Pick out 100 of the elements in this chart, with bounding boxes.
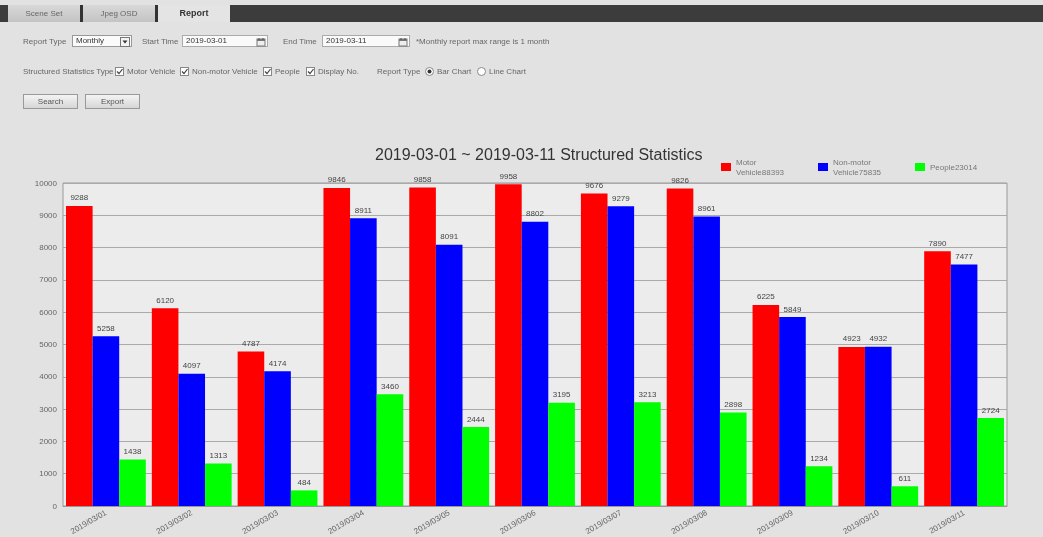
- y-tick-label: 4000: [39, 372, 58, 382]
- data-label: 611: [898, 473, 912, 483]
- data-label: 4097: [182, 361, 202, 371]
- text: Bar Chart: [437, 66, 472, 77]
- data-label: 9279: [611, 193, 631, 203]
- data-label: 1234: [810, 453, 829, 463]
- data-label: 7890: [928, 238, 947, 248]
- data-label: 6120: [156, 295, 175, 305]
- bar: [409, 187, 436, 507]
- bar: [779, 317, 806, 507]
- data-label: 484: [297, 477, 312, 487]
- bar: [350, 218, 377, 507]
- data-label: 8091: [440, 232, 459, 242]
- data-label: 5258: [97, 323, 116, 333]
- y-tick-label: 10000: [34, 178, 58, 188]
- y-tick-label: 1000: [39, 469, 58, 479]
- date-field: 2019-03-01: [182, 35, 268, 47]
- data-label: 8802: [526, 209, 545, 219]
- bar: [323, 187, 351, 507]
- bar: [495, 184, 522, 507]
- data-label: 2898: [724, 399, 743, 409]
- bar: [435, 244, 463, 507]
- data-label: 3195: [552, 390, 572, 400]
- bar: [693, 216, 720, 507]
- bar: [634, 402, 661, 507]
- bar: [376, 394, 404, 507]
- bar: [462, 427, 490, 507]
- text: Structured Statistics Type: [23, 66, 114, 77]
- data-label: 9826: [671, 176, 690, 186]
- y-tick-label: 8000: [39, 243, 58, 253]
- bar: [838, 347, 865, 507]
- bar: [719, 412, 747, 507]
- data-label: 9846: [327, 175, 347, 185]
- tab: Scene Set: [8, 5, 80, 22]
- legend-label: Non-motor Vehicle75835: [833, 157, 882, 177]
- bar: [548, 402, 575, 507]
- data-label: 4174: [268, 358, 287, 368]
- bar: [752, 304, 780, 507]
- bar: [580, 193, 608, 507]
- y-tick-label: 7000: [39, 275, 58, 285]
- data-label: 2724: [981, 405, 1001, 415]
- y-tick-label: 6000: [39, 307, 58, 317]
- data-label: 5849: [783, 304, 802, 314]
- data-label: 1313: [209, 451, 228, 461]
- data-label: 9858: [413, 175, 433, 185]
- text: People: [275, 66, 300, 77]
- button: Search: [23, 94, 78, 109]
- text: Motor Vehicle: [127, 66, 176, 77]
- bar: [864, 346, 892, 507]
- legend-label: People23014: [930, 162, 978, 172]
- data-label: 4923: [842, 334, 862, 344]
- legend-label: Motor Vehicle88393: [736, 157, 785, 177]
- text: Start Time: [142, 36, 179, 47]
- bar: [151, 308, 179, 507]
- text: *Monthly report max range is 1 month: [416, 36, 550, 47]
- date-field: 2019-03-11: [322, 35, 410, 47]
- y-tick-label: 3000: [39, 404, 58, 414]
- data-label: 2444: [466, 414, 486, 424]
- text: Non-motor Vehicle: [192, 66, 258, 77]
- data-label: 3460: [381, 381, 400, 391]
- bar: [66, 206, 93, 507]
- bar: [607, 206, 635, 507]
- tab: Report: [158, 5, 230, 22]
- bar: [521, 221, 549, 507]
- data-label: 8911: [354, 205, 373, 215]
- data-label: 6225: [756, 292, 776, 302]
- text: Display No.: [318, 66, 359, 77]
- data-label: 4932: [869, 334, 888, 344]
- bar: [205, 463, 232, 507]
- bar: [950, 264, 978, 507]
- bar: [924, 251, 951, 507]
- data-label: 1438: [123, 447, 142, 457]
- tab: Jpeg OSD: [83, 5, 155, 22]
- bar: [119, 459, 146, 507]
- text: End Time: [283, 36, 317, 47]
- data-label: 9676: [585, 180, 604, 190]
- y-tick-label: 9000: [39, 210, 58, 220]
- bar: [237, 351, 265, 507]
- data-label: 3213: [638, 389, 657, 399]
- y-tick-label: 2000: [39, 436, 58, 446]
- y-tick-label: 0: [52, 501, 58, 511]
- y-tick-label: 5000: [39, 340, 58, 350]
- chart-title: 2019-03-01 ~ 2019-03-11 Structured Statistics: [375, 145, 703, 163]
- bar: [666, 188, 694, 507]
- data-label: 9958: [499, 171, 518, 181]
- bar: [891, 486, 919, 507]
- text: Report Type: [23, 36, 67, 47]
- text: Line Chart: [489, 66, 526, 77]
- button: Export: [85, 94, 140, 109]
- dropdown: Monthly: [72, 35, 132, 47]
- bar: [290, 490, 318, 507]
- bar: [264, 371, 291, 507]
- bar: [977, 418, 1004, 507]
- data-label: 7477: [955, 252, 974, 261]
- data-label: 8961: [697, 204, 717, 214]
- text: Report Type: [377, 66, 421, 77]
- data-label: 4787: [242, 338, 261, 348]
- bar: [92, 336, 120, 507]
- bar: [805, 466, 833, 507]
- bar: [178, 373, 206, 507]
